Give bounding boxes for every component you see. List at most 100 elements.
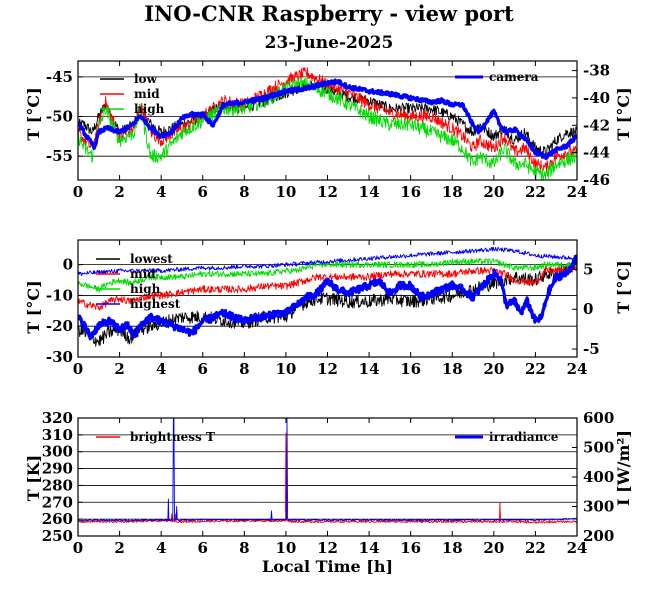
y-axis-label-right: T [°C] [614,87,633,140]
legend-label: high [130,282,161,296]
x-tick-label: 6 [198,539,208,557]
series-line-high [78,258,577,293]
legend-label: irradiance [489,430,559,444]
y-tick-label: -45 [46,68,73,86]
y-tick-label-right: 500 [583,439,614,457]
y-tick-label-right: -5 [583,340,600,358]
x-tick-label: 20 [483,360,504,378]
y-tick-label: 310 [42,426,73,444]
x-tick-label: 6 [198,360,208,378]
x-tick-label: 12 [317,183,338,201]
x-tick-label: 18 [442,539,463,557]
x-tick-label: 2 [114,183,124,201]
y-tick-label-right: -40 [583,89,610,107]
x-tick-label: 24 [567,539,588,557]
y-tick-label: -30 [46,348,73,366]
y-tick-label: -10 [46,286,73,304]
x-axis-label: Local Time [h] [262,557,393,576]
y-tick-label-right: -44 [583,144,610,162]
y-tick-label-right: -42 [583,116,610,134]
x-tick-label: 8 [239,183,249,201]
y-tick-label-right: 200 [583,527,614,545]
series-line-brightness-T [78,432,577,524]
y-tick-label: 320 [42,409,73,427]
y-tick-label: -50 [46,108,73,126]
panel-1: 0 2 4 6 8 10 12 14 16 18 20 22 24-55-50-45-46-44-42-… [24,60,633,201]
x-tick-label: 16 [400,360,421,378]
x-tick-label: 4 [156,183,166,201]
y-axis-label: T [K] [24,455,43,502]
x-tick-label: 0 [73,360,83,378]
x-tick-label: 2 [114,360,124,378]
panel-3: 0 2 4 6 8 10 12 14 16 18 20 22 242502602702802903003… [24,409,633,576]
series-line-mid [78,67,577,174]
x-tick-label: 16 [400,183,421,201]
x-tick-label: 16 [400,539,421,557]
y-tick-label: 260 [42,510,73,528]
y-axis-label: T [°C] [24,87,43,140]
x-tick-label: 8 [239,539,249,557]
y-axis-label-right: I [W/m²] [614,430,633,506]
legend-label: low [134,72,158,86]
legend-label: brightness T [130,430,215,444]
y-tick-label: 270 [42,493,73,511]
series-line-irradiance [78,418,577,522]
y-tick-label-right: 300 [583,498,614,516]
x-tick-label: 20 [483,183,504,201]
x-tick-label: 4 [156,539,166,557]
y-tick-label: 290 [42,460,73,478]
y-axis-label-right: T [°C] [614,260,633,313]
x-tick-label: 12 [317,539,338,557]
x-tick-label: 10 [275,360,296,378]
x-tick-label: 24 [567,183,588,201]
y-tick-label: -55 [46,147,73,165]
y-tick-label: -20 [46,317,73,335]
x-tick-label: 10 [275,539,296,557]
x-tick-label: 10 [275,183,296,201]
legend-label: highest [130,297,181,311]
y-tick-label-right: 600 [583,409,614,427]
x-tick-label: 22 [525,183,546,201]
legend-label: camera [489,70,539,84]
y-tick-label-right: -38 [583,62,610,80]
x-tick-label: 14 [359,183,380,201]
x-tick-label: 14 [359,360,380,378]
series-line-high [78,77,577,180]
series-line-camera [78,254,577,341]
x-tick-label: 12 [317,360,338,378]
x-tick-label: 24 [567,360,588,378]
chart-title: INO-CNR Raspberry - view port [144,1,514,26]
y-tick-label: 0 [63,256,73,274]
series-line-low [78,80,577,157]
x-tick-label: 18 [442,183,463,201]
panels: 0 2 4 6 8 10 12 14 16 18 20 22 24-55-50-45-46-44-42-… [24,60,633,576]
y-tick-label-right: -46 [583,171,610,189]
x-tick-label: 4 [156,360,166,378]
y-tick-label: 250 [42,527,73,545]
legend-label: mid [130,267,156,281]
x-tick-label: 6 [198,183,208,201]
y-tick-label: 280 [42,476,73,494]
series-group [78,418,577,524]
series-line-highest [78,246,577,276]
y-tick-label: 300 [42,443,73,461]
y-tick-label-right: 400 [583,468,614,486]
x-tick-label: 18 [442,360,463,378]
x-tick-label: 2 [114,539,124,557]
y-tick-label-right: 0 [583,300,593,318]
chart-subtitle: 23-June-2025 [265,33,394,53]
legend-label: high [134,102,165,116]
x-tick-label: 8 [239,360,249,378]
y-axis-label: T [°C] [24,280,43,333]
x-tick-label: 14 [359,539,380,557]
x-tick-label: 22 [525,360,546,378]
x-tick-label: 20 [483,539,504,557]
series-group [78,246,577,347]
x-tick-label: 22 [525,539,546,557]
legend-label: lowest [130,252,173,266]
y-tick-label-right: 5 [583,260,593,278]
series-line-camera [78,78,577,161]
x-tick-label: 0 [73,183,83,201]
